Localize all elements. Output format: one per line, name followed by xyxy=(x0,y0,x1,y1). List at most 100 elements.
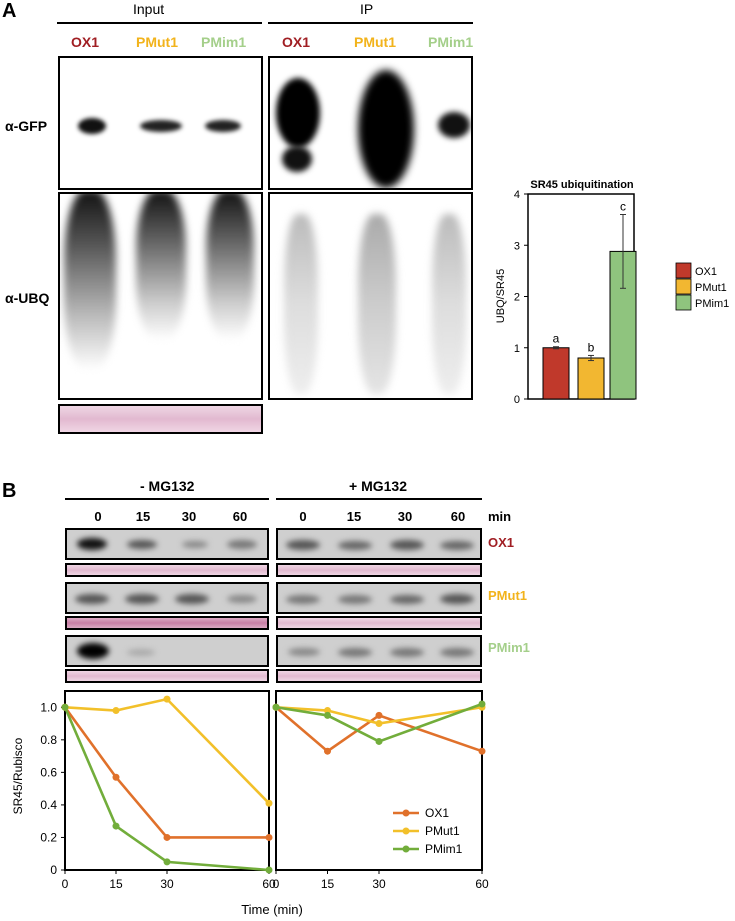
label-pmim1-ip: PMim1 xyxy=(428,34,474,50)
bar-pmut1 xyxy=(577,357,605,400)
row-label-pmut1: PMut1 xyxy=(488,588,527,603)
legend-marker xyxy=(402,827,410,835)
x-tick-label: 60 xyxy=(475,877,489,891)
data-point-pmim1 xyxy=(265,866,273,874)
time-label-plus: 30 xyxy=(397,509,413,524)
bar-chart-title: SR45 ubiquitination xyxy=(530,179,634,191)
time-label-minus: 30 xyxy=(181,509,197,524)
minus-mg132-rule xyxy=(65,498,269,500)
y-tick-label: 0.4 xyxy=(40,798,57,812)
legend-label: PMim1 xyxy=(425,842,463,856)
data-point-pmim1 xyxy=(478,700,486,708)
bar-ox1 xyxy=(542,347,570,400)
blot-pmim1-plus xyxy=(276,635,482,667)
band xyxy=(182,541,208,548)
data-point-ox1 xyxy=(478,747,486,755)
band xyxy=(390,648,424,657)
plus-mg132-label: + MG132 xyxy=(349,478,407,494)
label-pmut1-ip: PMut1 xyxy=(354,34,396,50)
blot-ip-ubq xyxy=(268,192,473,400)
data-point-ox1 xyxy=(324,747,331,755)
panel-a-label: A xyxy=(2,0,17,22)
blot-input-ubq xyxy=(58,192,263,400)
ubiquitination-bar-chart: SR45 ubiquitination UBQ/SR45 0 1 2 3 4 a b c O… xyxy=(495,179,729,406)
data-point-ox1 xyxy=(112,773,120,781)
legend-swatch xyxy=(675,294,692,311)
time-label-plus: 0 xyxy=(299,509,307,524)
blot-pmut1-plus xyxy=(276,582,482,614)
legend-label: OX1 xyxy=(425,806,449,820)
blot-pmim1-minus xyxy=(65,635,269,667)
label-ox1-input: OX1 xyxy=(71,34,100,50)
band xyxy=(438,112,470,138)
line-chart-xlabel: Time (min) xyxy=(241,902,303,917)
y-tick-label: 1 xyxy=(514,343,520,355)
y-tick-label: 0.2 xyxy=(40,830,57,844)
ip-rule xyxy=(268,22,473,24)
data-point-pmut1 xyxy=(265,799,273,807)
band xyxy=(440,648,474,657)
row-label-gfp: α-GFP xyxy=(5,118,48,134)
band xyxy=(338,541,372,550)
time-label-plus: 15 xyxy=(346,509,362,524)
band xyxy=(440,541,474,550)
legend-label: PMut1 xyxy=(425,824,460,838)
band xyxy=(440,594,474,604)
y-tick-label: 2 xyxy=(514,292,520,304)
ponceau-pmim1-minus xyxy=(65,669,269,683)
significance-letter: c xyxy=(620,200,626,214)
data-point-pmim1 xyxy=(112,822,120,830)
x-tick-label: 30 xyxy=(372,877,386,891)
band xyxy=(338,595,372,604)
time-label-minus: 15 xyxy=(135,509,151,524)
y-tick-label: 0.6 xyxy=(40,765,57,779)
smear xyxy=(358,214,396,394)
blot-ox1-plus xyxy=(276,528,482,560)
blot-ip-gfp xyxy=(268,56,473,190)
series-line-ox1 xyxy=(63,706,269,839)
band xyxy=(127,649,155,656)
legend-swatch xyxy=(675,262,692,279)
band xyxy=(338,648,372,657)
panel-b-label: B xyxy=(2,480,17,502)
y-tick-label: 0 xyxy=(50,863,57,877)
band xyxy=(227,540,257,549)
band xyxy=(286,540,320,550)
data-point-pmim1 xyxy=(375,737,383,745)
time-label-plus: 60 xyxy=(450,509,466,524)
data-point-pmut1 xyxy=(375,720,383,728)
y-tick-label: 0 xyxy=(514,394,520,406)
ponceau-pmim1-plus xyxy=(276,669,482,683)
x-tick-label: 30 xyxy=(160,877,174,891)
band xyxy=(140,120,182,132)
x-tick-label: 15 xyxy=(109,877,123,891)
degradation-line-chart: SR45/Rubisco Time (min) 0 0.2 0.4 0.6 0.8 1.0… xyxy=(11,690,489,917)
smear xyxy=(432,214,466,394)
ponceau-pmut1-minus xyxy=(65,616,269,630)
blot-ox1-minus xyxy=(65,528,269,560)
band xyxy=(227,595,257,603)
data-point-pmut1 xyxy=(324,707,331,715)
band xyxy=(390,595,424,604)
legend-label: PMim1 xyxy=(695,298,729,310)
data-point-pmut1 xyxy=(112,707,120,715)
plus-mg132-rule xyxy=(276,498,482,500)
min-label: min xyxy=(488,509,512,524)
data-point-ox1 xyxy=(163,833,171,841)
smear xyxy=(284,214,318,394)
legend-label: PMut1 xyxy=(695,282,727,294)
series-line-pmut1 xyxy=(275,705,483,725)
ponceau-pmut1-plus xyxy=(276,616,482,630)
band xyxy=(286,595,320,604)
label-ox1-ip: OX1 xyxy=(282,34,311,50)
input-rule xyxy=(57,22,262,24)
x-tick-label: 0 xyxy=(273,877,280,891)
significance-letter: a xyxy=(553,332,560,346)
input-header: Input xyxy=(133,1,165,17)
smear xyxy=(64,194,116,370)
data-point-pmut1 xyxy=(163,695,171,703)
significance-letter: b xyxy=(588,340,595,354)
band xyxy=(358,70,414,188)
legend-marker xyxy=(402,845,410,853)
blot-pmut1-minus xyxy=(65,582,269,614)
